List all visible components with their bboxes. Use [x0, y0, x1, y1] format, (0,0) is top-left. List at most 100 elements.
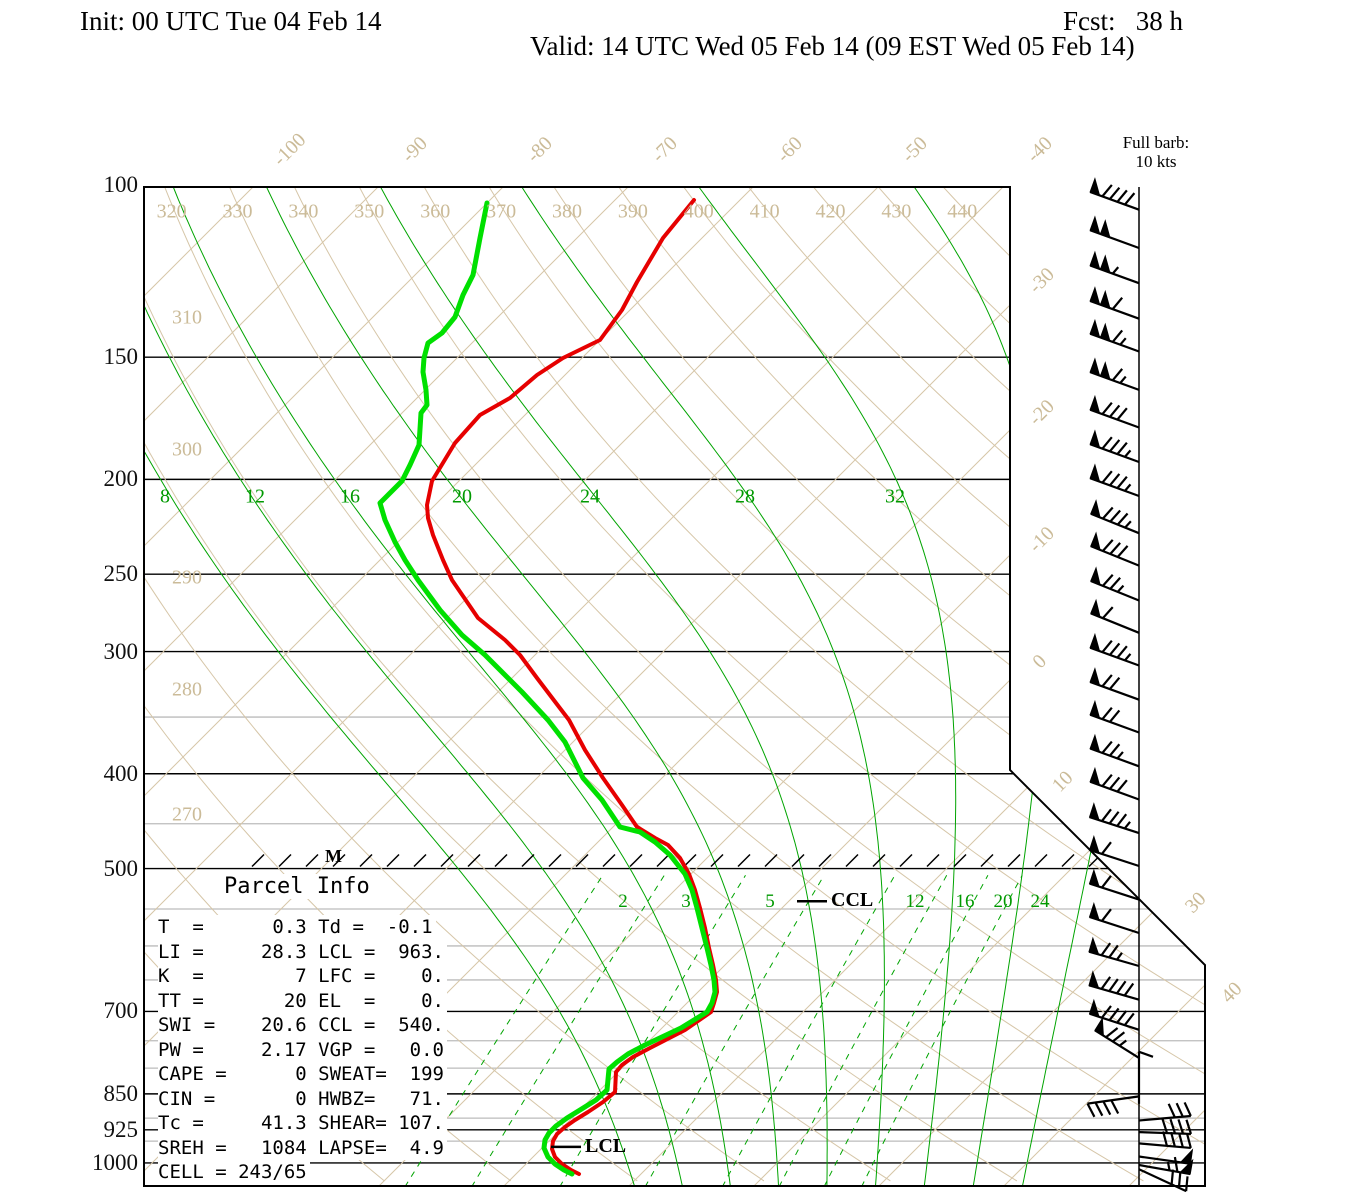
dry-adiabat-label: 390: [617, 200, 648, 223]
parcel-info-row: TT = 20 EL = 0.: [158, 988, 447, 1013]
wind-barb: [1090, 598, 1140, 634]
pressure-axis-label: 700: [103, 998, 139, 1024]
wind-barb: [1089, 463, 1140, 498]
mixing-ratio-label: 24: [1030, 891, 1050, 912]
parcel-info-row: SREH = 1084 LAPSE= 4.9: [158, 1135, 447, 1160]
dry-adiabat-label: 330: [222, 200, 253, 223]
wind-barb: [1088, 970, 1140, 1001]
parcel-info-row: Tc = 41.3 SHEAR= 107.: [158, 1111, 447, 1136]
wind-barb: [1089, 699, 1140, 734]
dry-adiabat-label: 340: [288, 200, 319, 223]
dry-adiabat-label: 380: [551, 200, 582, 223]
wind-barb: [1088, 834, 1140, 868]
valid-time-label: Valid: 14 UTC Wed 05 Feb 14 (09 EST Wed …: [530, 31, 1135, 61]
mixing-ratio-label: 12: [905, 891, 925, 912]
dry-adiabat-label: 350: [354, 200, 385, 223]
mixing-ratio-label: 5: [765, 891, 775, 912]
wind-barb-legend-line1: Full barb:: [1122, 133, 1190, 152]
moist-adiabat-label: 24: [580, 485, 600, 508]
parcel-info-row: CIN = 0 HWBZ= 71.: [158, 1086, 447, 1111]
pressure-axis-label: 300: [103, 638, 139, 664]
dry-adiabat-label: 300: [172, 438, 202, 461]
wind-barbs: [1086, 177, 1194, 1193]
wind-barb: [1137, 1050, 1154, 1104]
moist-adiabat-label: 12: [245, 485, 265, 508]
wind-barb: [1090, 499, 1140, 535]
wind-barb: [1089, 286, 1140, 320]
wind-barb: [1089, 177, 1140, 211]
moist-adiabat-label: 28: [735, 485, 755, 508]
wind-barb: [1138, 1118, 1193, 1136]
wind-barb: [1094, 1016, 1140, 1059]
init-time-label: Init: 00 UTC Tue 04 Feb 14: [80, 6, 382, 36]
temperature-curve: [425, 198, 719, 1176]
dewpoint-curve: [377, 200, 718, 1177]
parcel-info-row: K = 7 LFC = 0.: [158, 964, 447, 989]
wind-barb: [1086, 1095, 1140, 1118]
dry-adiabat-label: 290: [172, 566, 202, 589]
forecast-hour-label: Fcst: 38 h: [1063, 6, 1184, 36]
wind-barb: [1138, 1131, 1192, 1150]
moist-adiabat-label: 16: [340, 485, 360, 508]
parcel-info-row: CAPE = 0 SWEAT= 199: [158, 1062, 447, 1087]
wind-barb: [1089, 766, 1140, 801]
wind-barb-legend-line2: 10 kts: [1135, 152, 1177, 171]
wind-barb: [1089, 733, 1140, 768]
pressure-axis-label: 850: [103, 1080, 139, 1106]
wind-barb: [1138, 1156, 1194, 1176]
ccl-label: CCL: [831, 889, 874, 911]
parcel-info-row: SWI = 20.6 CCL = 540.: [158, 1013, 447, 1038]
dry-adiabat-label: 410: [749, 200, 780, 223]
wind-barb: [1089, 357, 1140, 391]
wind-barb: [1089, 632, 1140, 667]
wind-barb: [1090, 566, 1140, 602]
mixing-ratio-label: 3: [681, 891, 691, 912]
dry-adiabat-label: 310: [172, 306, 202, 329]
wind-barb: [1138, 1101, 1192, 1122]
moist-adiabat-label: 8: [160, 485, 170, 508]
wind-barb: [1088, 998, 1140, 1031]
pressure-axis-label: 400: [103, 760, 139, 786]
wind-barb: [1138, 1168, 1189, 1193]
parcel-info-row: LI = 28.3 LCL = 963.: [158, 939, 447, 964]
parcel-info-row: T = 0.3 Td = -0.1: [158, 915, 436, 940]
wind-barb: [1088, 901, 1140, 935]
pressure-axis-label: 100: [103, 172, 139, 197]
wind-barb: [1089, 318, 1140, 353]
pressure-axis-label: 1000: [92, 1149, 138, 1175]
moist-adiabat-label: 32: [885, 485, 905, 508]
mixing-ratio-label: 20: [993, 891, 1013, 912]
wind-barb: [1089, 215, 1140, 250]
dry-adiabat-label: 370: [486, 200, 517, 223]
wind-barb: [1089, 394, 1140, 429]
wind-barb: [1138, 1148, 1194, 1165]
wind-barb: [1088, 868, 1140, 901]
wind-barb: [1089, 667, 1140, 701]
pressure-axis-label: 925: [103, 1116, 139, 1142]
mean-wind-marker: M: [325, 846, 342, 866]
dry-adiabat-label: 430: [881, 200, 912, 223]
pressure-axis-label: 200: [103, 466, 139, 492]
parcel-info-row: CELL = 243/65: [158, 1160, 310, 1185]
wind-barb: [1088, 936, 1140, 968]
dry-adiabat-label: 400: [683, 200, 714, 223]
parcel-info-row: PW = 2.17 VGP = 0.0: [158, 1037, 447, 1062]
wind-barb: [1088, 802, 1140, 835]
wind-barb: [1090, 531, 1140, 567]
dry-adiabat-label: 420: [815, 200, 846, 223]
mixing-ratio-label: 16: [955, 891, 975, 912]
parcel-info-title: Parcel Info: [220, 874, 374, 899]
mixing-ratio-label: 2: [618, 891, 628, 912]
dry-adiabat-label: 320: [156, 200, 187, 223]
wind-barb: [1089, 429, 1140, 464]
wind-barb: [1089, 250, 1140, 285]
dry-adiabat-label: 270: [172, 803, 202, 826]
dry-adiabat-label: 440: [947, 200, 978, 223]
plot-border: [143, 186, 1206, 1187]
lcl-label: LCL: [585, 1135, 627, 1157]
pressure-axis-label: 250: [103, 561, 139, 587]
pressure-axis-label: 150: [103, 344, 139, 370]
moist-adiabat-label: 20: [452, 485, 472, 508]
